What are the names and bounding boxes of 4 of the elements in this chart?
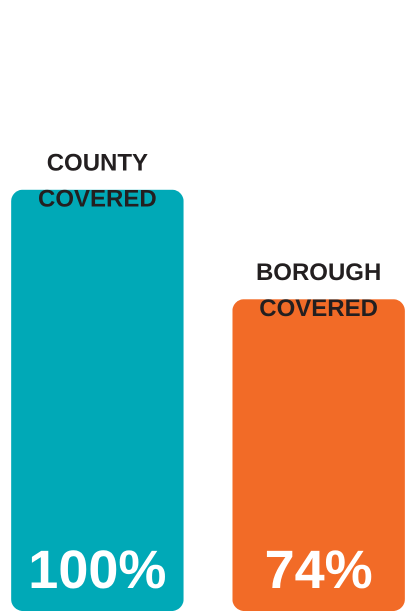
- x-tick-label: BOROUGH COVERED: [256, 259, 382, 322]
- data-label: 74%: [264, 540, 373, 600]
- x-tick-label: COUNTY COVERED: [38, 150, 157, 213]
- data-label: 100%: [28, 540, 166, 600]
